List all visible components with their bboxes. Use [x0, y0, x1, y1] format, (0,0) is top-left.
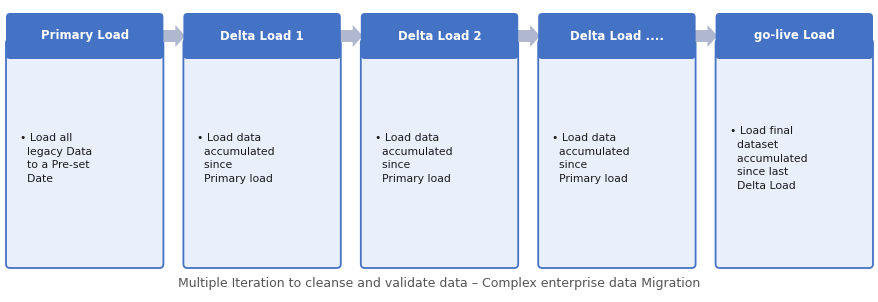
Bar: [364, 38, 514, 55]
FancyBboxPatch shape: [715, 39, 872, 268]
FancyBboxPatch shape: [537, 39, 694, 268]
Bar: [542, 38, 691, 55]
Text: • Load data
  accumulated
  since
  Primary load: • Load data accumulated since Primary lo…: [374, 133, 452, 184]
FancyBboxPatch shape: [360, 39, 518, 268]
FancyBboxPatch shape: [184, 39, 341, 268]
Bar: [10, 38, 159, 55]
Text: Delta Load 1: Delta Load 1: [220, 30, 304, 43]
Text: Primary Load: Primary Load: [40, 30, 128, 43]
FancyBboxPatch shape: [715, 13, 872, 59]
FancyBboxPatch shape: [360, 13, 518, 59]
FancyBboxPatch shape: [6, 13, 163, 59]
Text: go-live Load: go-live Load: [753, 30, 834, 43]
Text: • Load all
  legacy Data
  to a Pre-set
  Date: • Load all legacy Data to a Pre-set Date: [20, 133, 92, 184]
Text: • Load data
  accumulated
  since
  Primary load: • Load data accumulated since Primary lo…: [551, 133, 630, 184]
Polygon shape: [515, 25, 540, 47]
Text: Delta Load ....: Delta Load ....: [569, 30, 663, 43]
Polygon shape: [162, 25, 185, 47]
FancyBboxPatch shape: [537, 13, 694, 59]
Bar: [187, 38, 336, 55]
Text: Delta Load 2: Delta Load 2: [397, 30, 481, 43]
Bar: [719, 38, 868, 55]
FancyBboxPatch shape: [6, 39, 163, 268]
Polygon shape: [338, 25, 363, 47]
Text: • Load final
  dataset
  accumulated
  since last
  Delta Load: • Load final dataset accumulated since l…: [729, 126, 806, 191]
Polygon shape: [693, 25, 716, 47]
Text: Multiple Iteration to cleanse and validate data – Complex enterprise data Migrat: Multiple Iteration to cleanse and valida…: [178, 277, 700, 290]
Text: • Load data
  accumulated
  since
  Primary load: • Load data accumulated since Primary lo…: [198, 133, 275, 184]
FancyBboxPatch shape: [184, 13, 341, 59]
